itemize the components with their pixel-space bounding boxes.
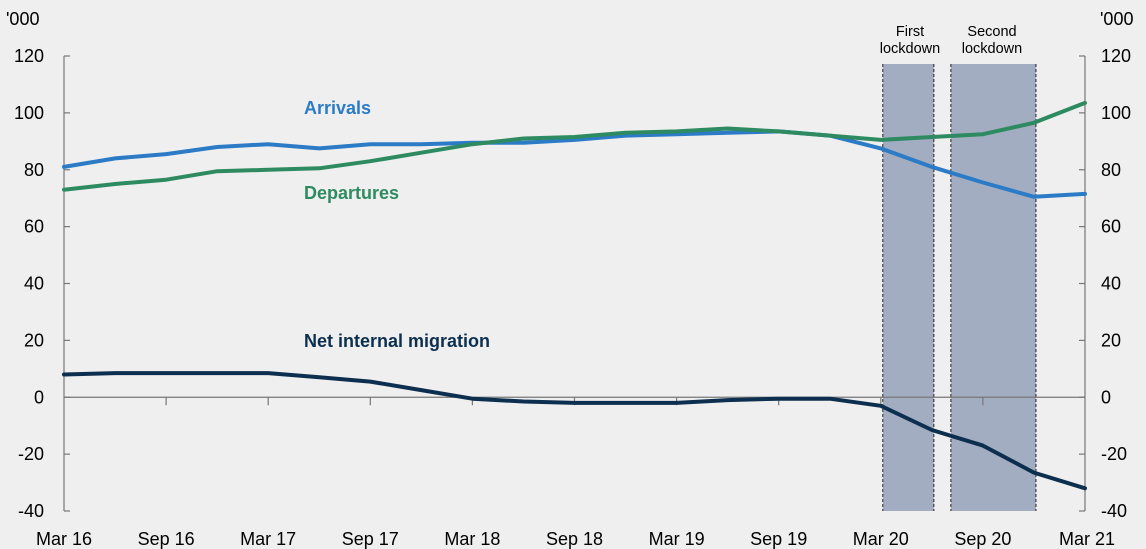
left-y-tick-label: 120 [14, 46, 44, 66]
x-tick-label: Sep 16 [138, 529, 195, 549]
series-label-departures: Departures [304, 183, 399, 203]
left-y-tick-label: 80 [24, 160, 44, 180]
x-tick-label: Sep 20 [954, 529, 1011, 549]
lockdown-band-1 [882, 64, 934, 511]
x-tick-label: Sep 17 [342, 529, 399, 549]
series-line-net-internal-migration [62, 371, 1087, 491]
right-y-tick-label: -20 [1101, 444, 1127, 464]
band-label-first-line2: lockdown [880, 41, 940, 57]
right-y-tick-label: 20 [1101, 330, 1121, 350]
series-label-arrivals: Arrivals [304, 98, 371, 118]
x-tick-label: Mar 16 [36, 529, 92, 549]
series-lines [62, 100, 1087, 491]
left-y-tick-label: 100 [14, 103, 44, 123]
right-y-tick-label: 40 [1101, 274, 1121, 294]
right-y-tick-label: -40 [1101, 501, 1127, 521]
x-tick-label: Mar 21 [1059, 529, 1115, 549]
x-tick-label: Mar 20 [853, 529, 909, 549]
x-tick-label: Mar 19 [649, 529, 705, 549]
left-y-tick-label: 20 [24, 330, 44, 350]
series-line-departures [62, 100, 1087, 192]
labels: '000 '000 First lockdown Second lockdown… [6, 9, 1133, 351]
series-label-net-internal-migration: Net internal migration [304, 331, 490, 351]
left-y-tick-label: -20 [18, 444, 44, 464]
left-y-tick-label: -40 [18, 501, 44, 521]
left-y-tick-label: 60 [24, 217, 44, 237]
series-line-arrivals [62, 129, 1087, 199]
right-y-tick-label: 60 [1101, 217, 1121, 237]
band-label-second-line2: lockdown [962, 41, 1022, 57]
right-y-tick-label: 80 [1101, 160, 1121, 180]
x-tick-label: Sep 19 [750, 529, 807, 549]
right-y-tick-label: 100 [1101, 103, 1131, 123]
left-y-tick-label: 40 [24, 274, 44, 294]
band-label-first-line1: First [896, 24, 924, 40]
right-y-tick-label: 0 [1101, 387, 1111, 407]
left-unit-label: '000 [6, 9, 39, 29]
x-tick-label: Sep 18 [546, 529, 603, 549]
x-tick-label: Mar 17 [240, 529, 296, 549]
lockdown-bands [882, 64, 1037, 511]
axes: 120 120 100 100 80 80 60 60 40 40 20 20 0 0 -20 -20 -40 -… [14, 46, 1131, 549]
x-tick-label: Mar 18 [444, 529, 500, 549]
lockdown-band-2 [950, 64, 1036, 511]
band-label-second-line1: Second [967, 24, 1016, 40]
right-y-tick-label: 120 [1101, 46, 1131, 66]
left-y-tick-label: 0 [34, 387, 44, 407]
right-unit-label: '000 [1100, 9, 1133, 29]
